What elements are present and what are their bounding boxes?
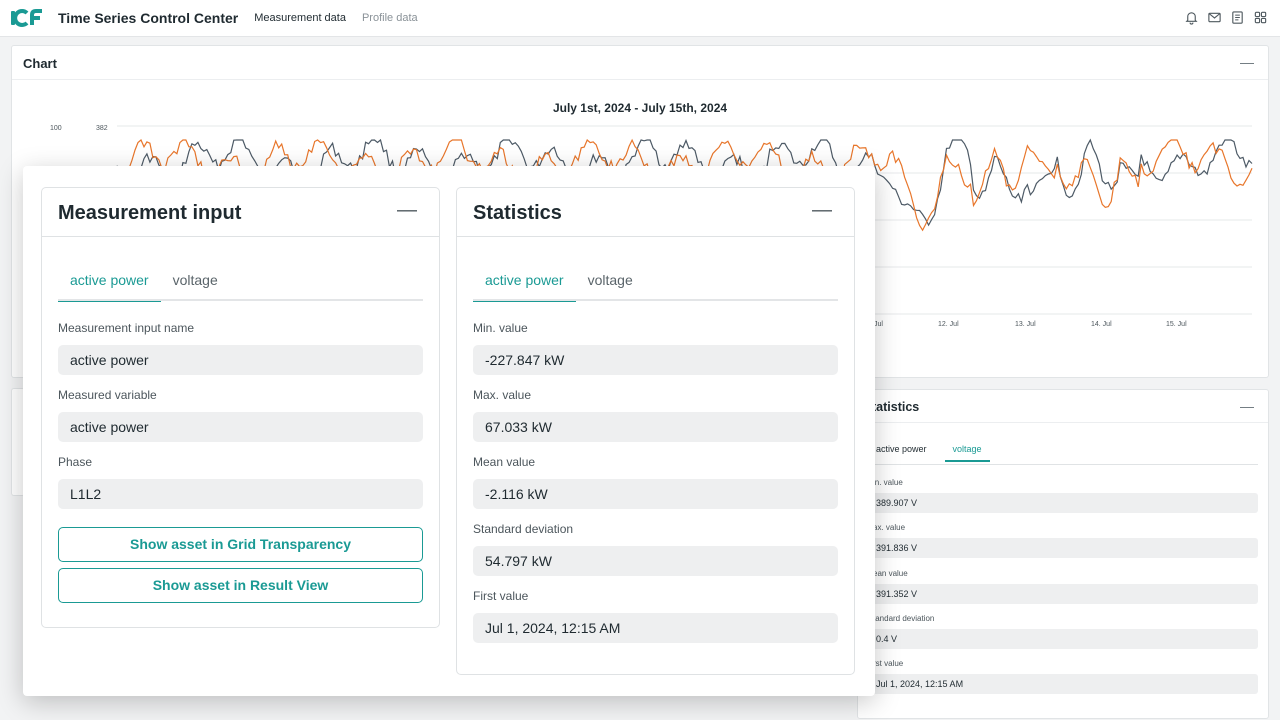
document-icon[interactable] <box>1230 10 1245 25</box>
chart-panel-header: Chart — <box>12 46 1268 80</box>
statistics-title: Statistics <box>473 202 562 224</box>
measurement-input-title: Measurement input <box>58 202 242 224</box>
tab-voltage[interactable]: voltage <box>587 272 633 288</box>
statistics-panel-title: tatistics <box>872 400 920 414</box>
collapse-statistics-button[interactable]: — <box>1240 398 1254 414</box>
nav-measurement-data[interactable]: Measurement data <box>254 12 346 24</box>
stat-max-value: ax. value 391.836 V <box>872 523 1258 558</box>
x-tick-label: Jul <box>874 321 883 328</box>
chart-panel-title: Chart <box>23 56 57 71</box>
x-tick-label: 13. Jul <box>1015 321 1036 328</box>
standard-deviation-field: Standard deviation 54.797 kW <box>473 522 838 576</box>
tab-active-power[interactable]: active power <box>58 272 161 302</box>
stat-min-value: in. value 389.907 V <box>872 478 1258 513</box>
nav-profile-data[interactable]: Profile data <box>361 12 418 24</box>
series-line-2 <box>116 138 1253 232</box>
logo-icon <box>11 9 42 27</box>
tab-voltage[interactable]: voltage <box>944 444 990 462</box>
show-asset-grid-transparency-button[interactable]: Show asset in Grid Transparency <box>58 527 423 562</box>
tab-active-power[interactable]: active power <box>473 272 576 302</box>
show-asset-result-view-button[interactable]: Show asset in Result View <box>58 568 423 603</box>
min-value-field: Min. value -227.847 kW <box>473 321 838 375</box>
collapse-chart-button[interactable]: — <box>1240 54 1254 70</box>
mail-icon[interactable] <box>1207 10 1222 25</box>
mean-value-field: Mean value -2.116 kW <box>473 455 838 509</box>
collapse-statistics-card-button[interactable]: — <box>812 199 832 221</box>
bell-icon[interactable] <box>1184 10 1199 25</box>
measurement-input-name-field: Measurement input name active power <box>58 321 423 375</box>
measured-variable-field: Measured variable active power <box>58 388 423 442</box>
statistics-panel-background: tatistics — active power voltage in. val… <box>857 389 1269 719</box>
stat-mean-value: ean value 391.352 V <box>872 569 1258 604</box>
y-tick-label-left: 100 <box>50 125 62 132</box>
stat-first-value: rst value Jul 1, 2024, 12:15 AM <box>872 659 1258 694</box>
top-bar: Time Series Control Center Measurement d… <box>0 0 1280 37</box>
measurement-input-card: Measurement input — active power voltage… <box>41 187 440 628</box>
y-tick-label-right: 382 <box>96 125 108 132</box>
app-title: Time Series Control Center <box>58 10 239 26</box>
collapse-measurement-input-button[interactable]: — <box>397 199 417 221</box>
tab-active-power[interactable]: active power <box>876 444 927 454</box>
first-value-field: First value Jul 1, 2024, 12:15 AM <box>473 589 838 643</box>
x-tick-label: 15. Jul <box>1166 321 1187 328</box>
background-panel <box>11 388 25 496</box>
statistics-card: Statistics — active power voltage Min. v… <box>456 187 855 675</box>
max-value-field: Max. value 67.033 kW <box>473 388 838 442</box>
chart-title: July 1st, 2024 - July 15th, 2024 <box>552 101 728 115</box>
app-logo[interactable] <box>10 8 44 28</box>
x-tick-label: 14. Jul <box>1091 321 1112 328</box>
stat-standard-deviation: tandard deviation 0.4 V <box>872 614 1258 649</box>
phase-field: Phase L1L2 <box>58 455 423 509</box>
tab-voltage[interactable]: voltage <box>172 272 218 288</box>
detail-overlay: Measurement input — active power voltage… <box>23 166 875 696</box>
grid-icon[interactable] <box>1253 10 1268 25</box>
x-tick-label: 12. Jul <box>938 321 959 328</box>
